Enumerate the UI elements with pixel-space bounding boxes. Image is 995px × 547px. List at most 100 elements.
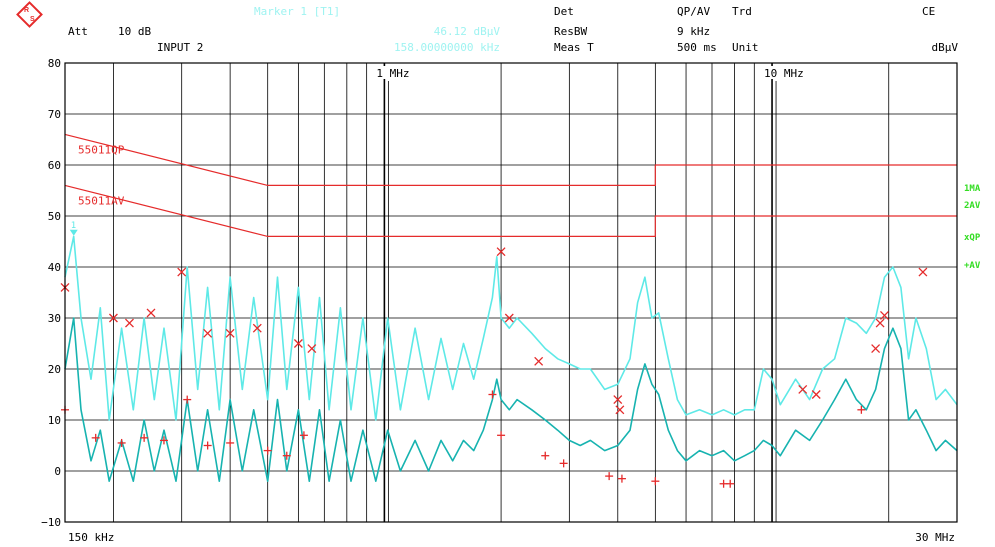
qp-marker — [146, 308, 156, 318]
qp-marker — [880, 310, 889, 320]
limit-lines: 55011QP 55011AV — [64, 133, 957, 237]
av-marker — [726, 479, 735, 488]
qp-marker-stroke — [307, 344, 317, 354]
marker-frequency: 158.00000000 kHz — [394, 41, 500, 54]
qp-marker-stroke — [293, 339, 303, 348]
qp-marker-stroke — [534, 356, 544, 366]
qp-marker — [125, 318, 134, 328]
plot-frame — [64, 62, 958, 523]
av-marker — [117, 438, 126, 447]
av-marker — [857, 405, 866, 414]
y-tick-label: 80 — [48, 57, 61, 70]
qp-marker — [225, 328, 235, 338]
det-value: QP/AV — [677, 5, 710, 18]
decade-label-bg — [372, 66, 431, 79]
meas-time-value: 500 ms — [677, 41, 717, 54]
qp-marker — [307, 344, 317, 354]
qp-marker — [252, 323, 262, 333]
qp-marker — [615, 405, 625, 415]
qp-marker-stroke — [615, 405, 625, 415]
qp-marker-stroke — [918, 267, 928, 277]
qp-marker-stroke — [252, 323, 262, 333]
att-label: Att — [68, 25, 88, 38]
qp-marker — [496, 247, 506, 257]
qp-marker-stroke — [504, 313, 514, 323]
y-tick-label: 70 — [48, 108, 61, 121]
qp-marker — [811, 390, 821, 399]
y-tick-labels: −10 0 10 20 30 40 50 60 70 80 — [41, 57, 61, 529]
x-axis-end-label: 30 MHz — [915, 531, 955, 544]
av-marker — [140, 433, 149, 442]
y-tick-label: 50 — [48, 210, 61, 223]
x-gridlines — [113, 63, 890, 522]
av-marker — [183, 395, 192, 404]
av-marker — [497, 431, 506, 440]
decade-label: 1 MHz — [376, 67, 409, 80]
y-gridlines — [65, 62, 957, 523]
svg-text:S: S — [30, 16, 35, 23]
qp-marker-stroke — [811, 390, 821, 399]
qp-marker-stroke — [871, 344, 881, 354]
qp-marker — [504, 313, 514, 323]
av-marker — [299, 431, 308, 440]
y-tick-label: 30 — [48, 312, 61, 325]
side-label-1ma: 1MA — [964, 184, 981, 194]
qp-marker — [293, 339, 303, 348]
qp-marker-stroke — [225, 328, 235, 338]
av-marker — [651, 477, 660, 486]
av-marker — [488, 390, 497, 399]
qp-marker — [177, 267, 187, 277]
av-marker — [559, 459, 568, 468]
qp-marker — [108, 313, 118, 323]
trd-label: Trd — [732, 5, 752, 18]
detector-markers — [60, 247, 928, 488]
trace-2av — [64, 317, 958, 483]
y-tick-label: 60 — [48, 159, 61, 172]
marker-level: 46.12 dBµV — [434, 25, 501, 38]
limit-line-55011qp — [64, 133, 957, 186]
decade-labels: 1 MHz 10 MHz — [372, 66, 819, 80]
limit-label-55011av: 55011AV — [78, 195, 125, 208]
limit-line-55011av — [64, 184, 957, 237]
qp-marker-stroke — [177, 267, 187, 277]
side-label-av: +AV — [964, 261, 981, 271]
decade-label: 10 MHz — [764, 67, 804, 80]
unit-label: Unit — [732, 41, 759, 54]
resbw-label: ResBW — [554, 25, 587, 38]
ce-label: CE — [922, 5, 935, 18]
qp-marker-stroke — [203, 328, 213, 338]
qp-marker — [613, 395, 623, 405]
av-marker — [226, 438, 235, 447]
trace-1ma — [64, 235, 958, 421]
qp-marker-stroke — [880, 310, 889, 320]
av-marker — [617, 474, 626, 483]
det-label: Det — [554, 5, 574, 18]
qp-marker-stroke — [496, 247, 506, 257]
marker-title: Marker 1 [T1] — [254, 5, 340, 18]
qp-marker-stroke — [875, 318, 885, 328]
av-marker — [605, 472, 614, 481]
svg-text:R: R — [24, 7, 29, 14]
side-label-2av: 2AV — [964, 201, 981, 211]
qp-marker — [203, 328, 213, 338]
qp-marker-stroke — [613, 395, 623, 405]
y-tick-label: 40 — [48, 261, 61, 274]
qp-marker-stroke — [798, 384, 808, 394]
av-marker — [91, 433, 100, 442]
traces — [64, 235, 958, 483]
qp-marker — [798, 384, 808, 394]
av-marker — [263, 446, 272, 455]
att-value: 10 dB — [118, 25, 151, 38]
limit-label-55011qp: 55011QP — [78, 144, 125, 157]
marker-1-triangle — [69, 229, 78, 236]
meas-time-label: Meas T — [554, 41, 594, 54]
qp-marker-stroke — [125, 318, 134, 328]
av-marker — [159, 436, 168, 445]
qp-marker-stroke — [146, 308, 156, 318]
y-tick-label: 10 — [48, 414, 61, 427]
decade-label-bg — [760, 66, 819, 79]
side-label-xqp: xQP — [964, 233, 981, 243]
resbw-value: 9 kHz — [677, 25, 710, 38]
y-tick-label: −10 — [41, 516, 61, 529]
